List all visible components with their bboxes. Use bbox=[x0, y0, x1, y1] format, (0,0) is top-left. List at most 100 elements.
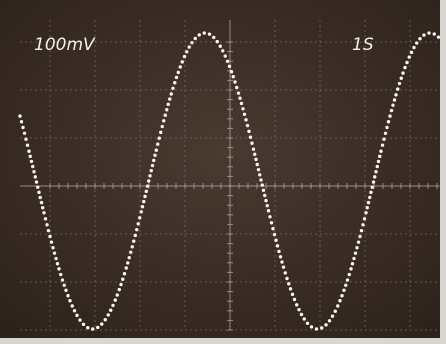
trace-dot bbox=[143, 195, 146, 198]
trace-dot bbox=[233, 80, 236, 83]
trace-dot bbox=[328, 319, 331, 322]
trace-dot bbox=[352, 257, 355, 260]
trace-dot bbox=[277, 250, 280, 253]
trace-dot bbox=[181, 60, 184, 63]
trace-dot bbox=[78, 318, 81, 321]
trace-dot bbox=[86, 326, 89, 329]
trace-dot bbox=[152, 159, 155, 162]
trace-dot bbox=[71, 304, 74, 307]
trace-dot bbox=[331, 315, 334, 318]
trace-dot bbox=[135, 228, 138, 231]
trace-dot bbox=[230, 70, 233, 73]
trace-dot bbox=[34, 175, 37, 178]
trace-dot bbox=[194, 37, 197, 40]
trace-dot bbox=[129, 251, 132, 254]
trace-dot bbox=[291, 293, 294, 296]
trace-dot bbox=[410, 51, 413, 54]
trace-dot bbox=[40, 201, 43, 204]
trace-dot bbox=[138, 216, 141, 219]
trace-dot bbox=[418, 37, 421, 40]
trace-dot bbox=[96, 326, 99, 329]
vertical-scale-label: 100mV bbox=[34, 35, 96, 55]
trace-dot bbox=[280, 260, 283, 263]
trace-dot bbox=[109, 308, 112, 311]
trace-dot bbox=[32, 170, 35, 173]
trace-dot bbox=[156, 142, 159, 145]
trace-dot bbox=[391, 104, 394, 107]
trace-dot bbox=[20, 120, 23, 123]
trace-dot bbox=[114, 298, 117, 301]
trace-dot bbox=[256, 163, 259, 166]
trace-dot bbox=[358, 235, 361, 238]
trace-dot bbox=[44, 217, 47, 220]
trace-dot bbox=[190, 41, 193, 44]
trace-dot bbox=[384, 132, 387, 135]
trace-dot bbox=[336, 304, 339, 307]
trace-dot bbox=[241, 107, 244, 110]
trace-dot bbox=[118, 288, 121, 291]
trace-dot bbox=[271, 227, 274, 230]
trace-dot bbox=[128, 256, 131, 259]
trace-dot bbox=[165, 108, 168, 111]
trace-dot bbox=[111, 304, 114, 307]
trace-dot bbox=[212, 36, 215, 39]
oscilloscope-screen: 100mV 1S bbox=[0, 0, 446, 344]
trace-dot bbox=[258, 173, 261, 176]
trace-dot bbox=[121, 278, 124, 281]
trace-dot bbox=[285, 277, 288, 280]
trace-dot bbox=[173, 81, 176, 84]
trace-dot bbox=[342, 289, 345, 292]
trace-dot bbox=[75, 314, 78, 317]
trace-dot bbox=[82, 323, 85, 326]
trace-dot bbox=[267, 209, 270, 212]
trace-dot bbox=[159, 131, 162, 134]
trace-dot bbox=[61, 278, 64, 281]
trace-dot bbox=[387, 120, 390, 123]
trace-dot bbox=[368, 196, 371, 199]
trace-dot bbox=[59, 273, 62, 276]
trace-dot bbox=[134, 234, 137, 237]
trace-dot bbox=[235, 86, 238, 89]
trace-dot bbox=[50, 240, 53, 243]
trace-dot bbox=[401, 71, 404, 74]
trace-dot bbox=[26, 143, 29, 146]
trace-dot bbox=[18, 114, 21, 117]
trace-dot bbox=[162, 119, 165, 122]
trace-dot bbox=[228, 65, 231, 68]
trace-dot bbox=[379, 150, 382, 153]
trace-dot bbox=[183, 55, 186, 58]
trace-dot bbox=[198, 33, 201, 36]
trace-dot bbox=[262, 189, 265, 192]
trace-dot bbox=[357, 240, 360, 243]
trace-dot bbox=[403, 66, 406, 69]
trace-dot bbox=[41, 206, 44, 209]
trace-dot bbox=[158, 137, 161, 140]
trace-dot bbox=[415, 41, 418, 44]
trace-dot bbox=[348, 273, 351, 276]
trace-dot bbox=[361, 223, 364, 226]
trace-dot bbox=[360, 229, 363, 232]
trace-dot bbox=[300, 313, 303, 316]
trace-dot bbox=[334, 309, 337, 312]
trace-dot bbox=[164, 113, 167, 116]
trace-dot bbox=[373, 175, 376, 178]
trace-dot bbox=[35, 180, 38, 183]
trace-dot bbox=[381, 143, 384, 146]
trace-dot bbox=[385, 126, 388, 129]
trace-dot bbox=[266, 204, 269, 207]
trace-dot bbox=[349, 267, 352, 270]
trace-dot bbox=[250, 141, 253, 144]
trace-dot bbox=[243, 113, 246, 116]
trace-dot bbox=[23, 132, 26, 135]
trace-dot bbox=[42, 211, 45, 214]
trace-dot bbox=[363, 217, 366, 220]
trace-dot bbox=[104, 318, 107, 321]
trace-dot bbox=[355, 246, 358, 249]
trace-dot bbox=[351, 262, 354, 265]
trace-dot bbox=[36, 185, 39, 188]
trace-dot bbox=[107, 313, 110, 316]
trace-dot bbox=[344, 284, 347, 287]
trace-dot bbox=[27, 150, 30, 153]
trace-dot bbox=[282, 265, 285, 268]
trace-dot bbox=[142, 200, 145, 203]
